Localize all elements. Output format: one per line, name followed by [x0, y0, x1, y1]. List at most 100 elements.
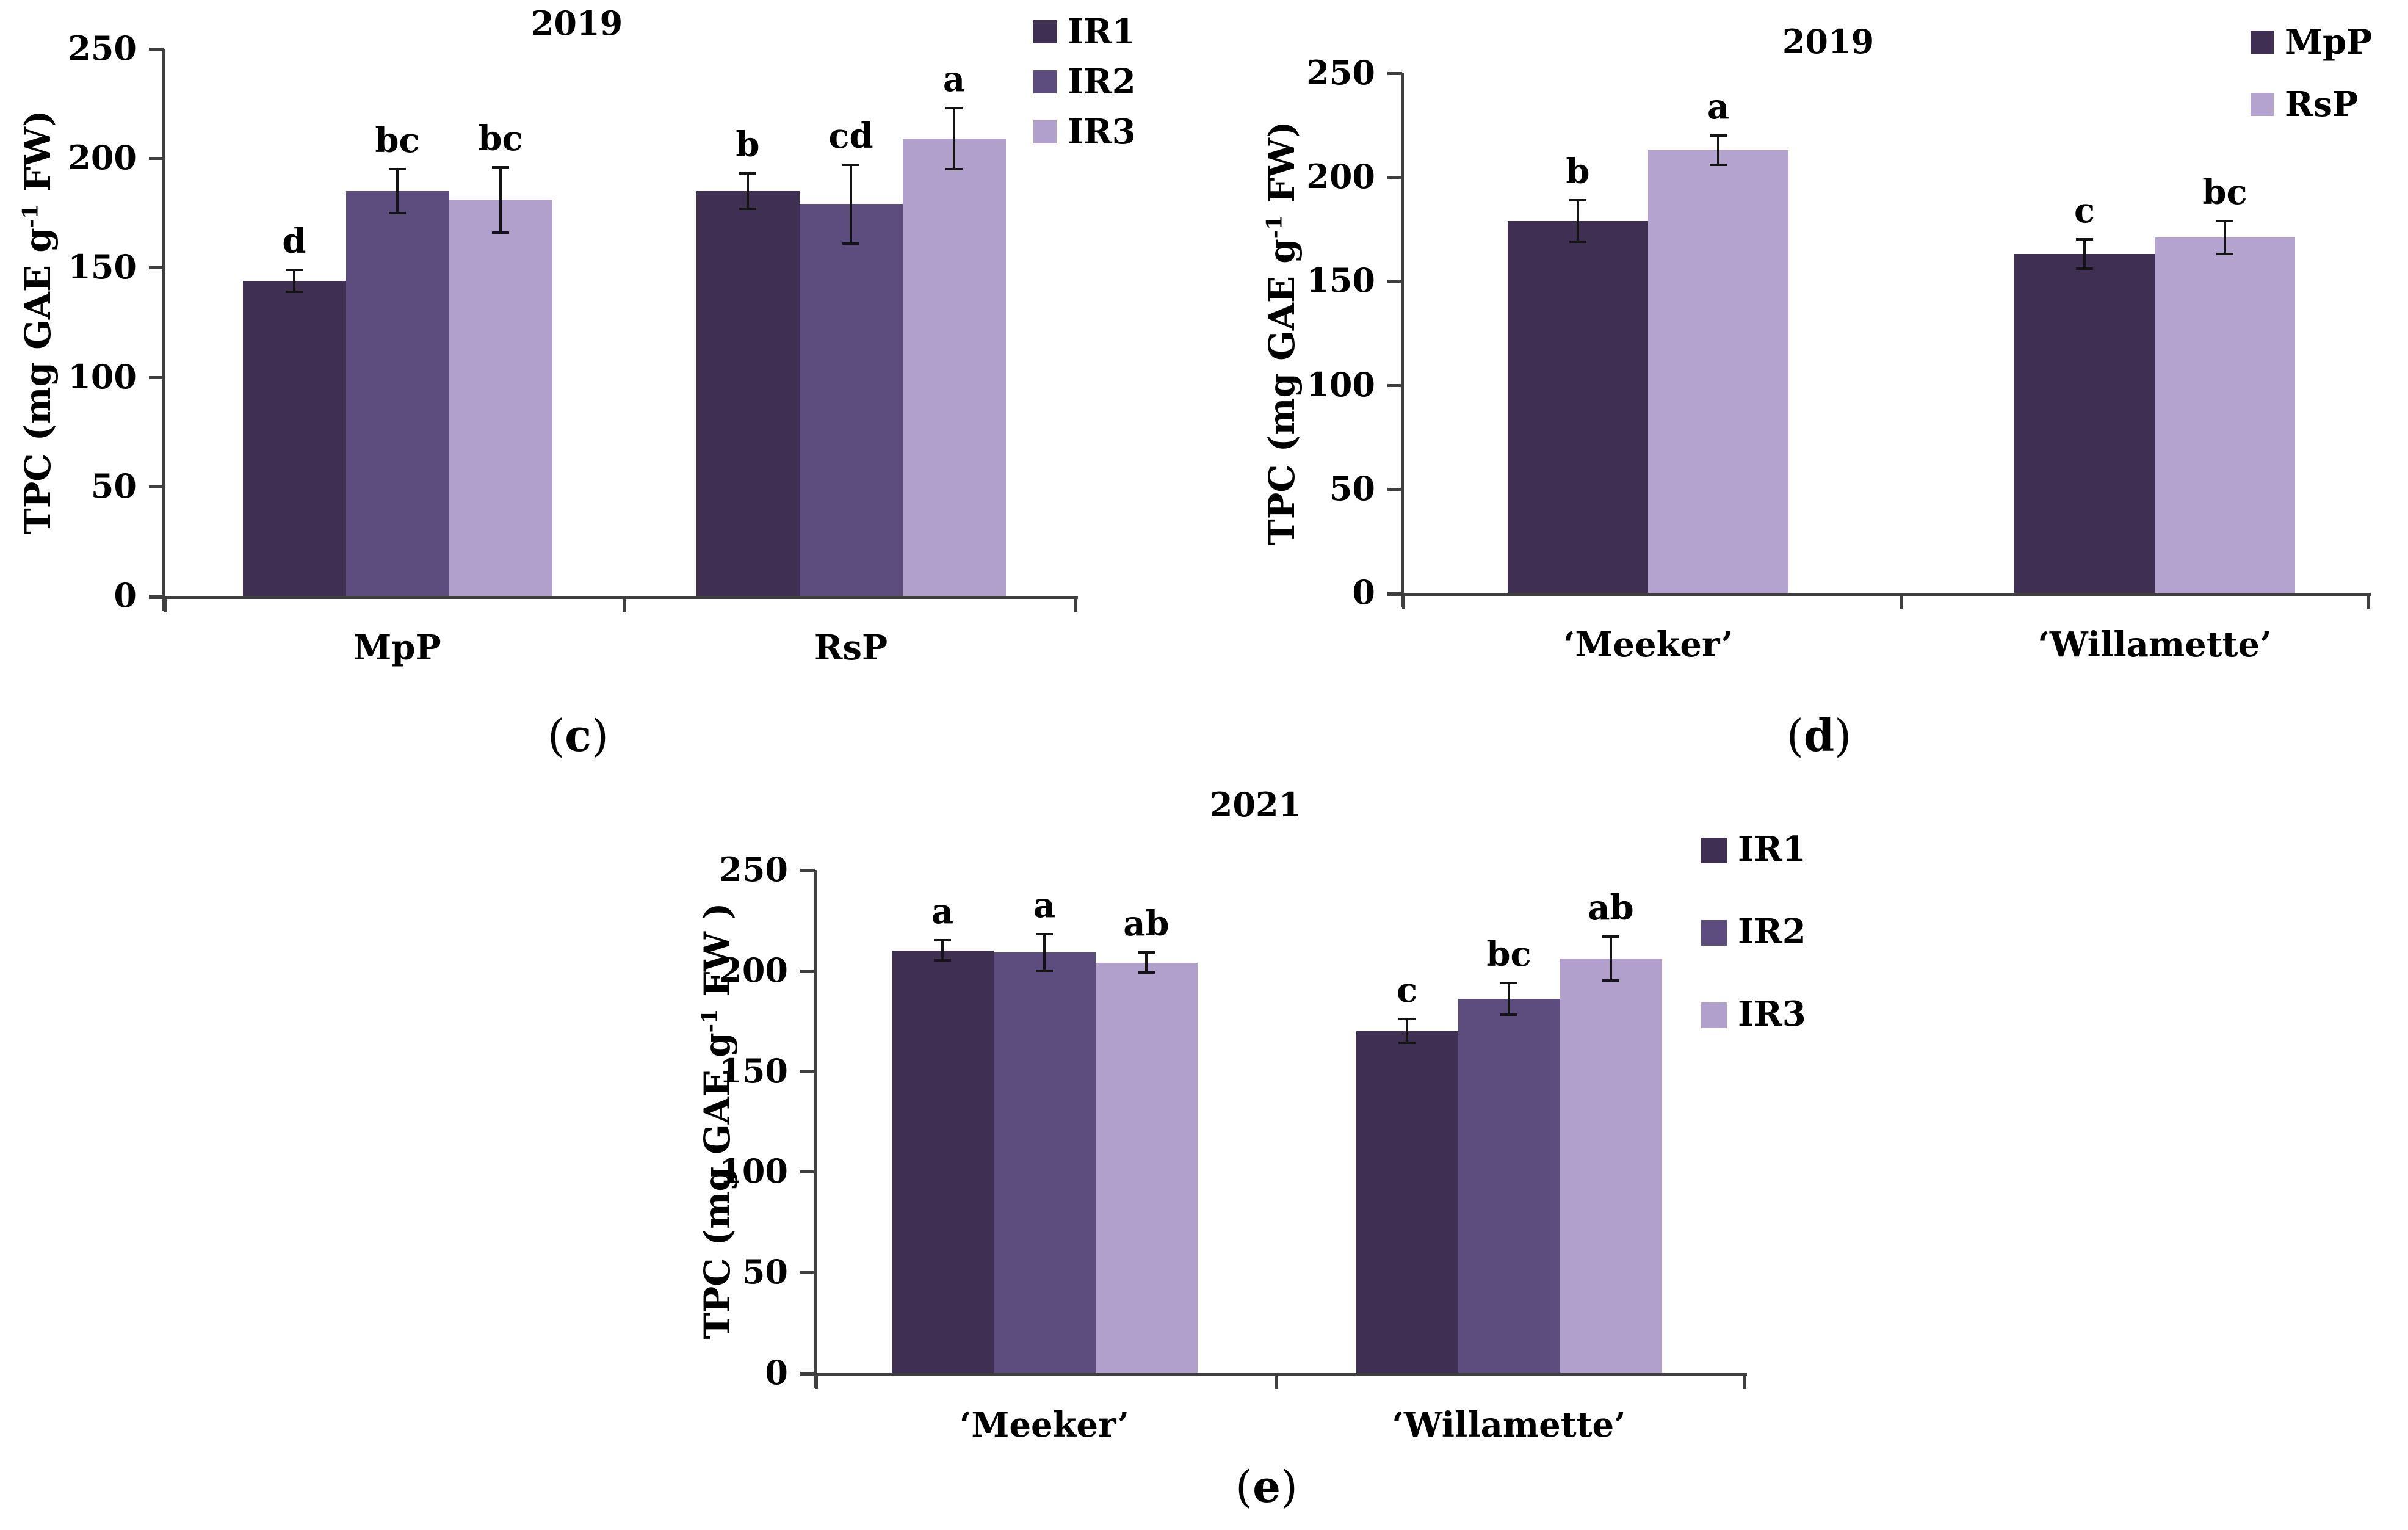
chart-c-category-label-2: RsP: [814, 628, 888, 668]
chart-c-y-tick-label: 250: [68, 29, 137, 68]
chart-d-x-tick: [2367, 593, 2370, 609]
chart-d-title: 2019: [1782, 22, 1875, 61]
chart-c-y-tick: [149, 266, 164, 270]
errorbar-cap-bottom-c-IR3-2: [945, 168, 963, 171]
chart-e-y-tick-label: 150: [719, 1051, 788, 1090]
chart-d-x-tick: [1900, 593, 1903, 609]
significance-letter-d-MpP-2: c: [2074, 190, 2095, 231]
errorbar-cap-top-c-IR3-1: [492, 165, 509, 169]
chart-e-x-tick: [1743, 1373, 1746, 1389]
chart-d-y-tick-label: 50: [1329, 468, 1375, 508]
legend-swatch-d-RsP: [2251, 93, 2274, 116]
chart-c-x-axis-line: [149, 596, 1078, 599]
legend-swatch-e-IR3: [1701, 1002, 1727, 1028]
chart-d-x-tick: [1402, 593, 1405, 609]
chart-e-caption: (e): [1235, 1460, 1298, 1512]
bar-d-MpP-1: [1508, 220, 1648, 593]
errorbar-cap-bottom-e-IR2-1: [1036, 969, 1053, 972]
significance-letter-c-IR2-1: bc: [375, 120, 420, 161]
significance-letter-e-IR1-2: c: [1396, 970, 1418, 1010]
chart-c-category-label-1: MpP: [353, 628, 441, 668]
significance-letter-e-IR2-2: bc: [1486, 934, 1531, 974]
errorbar-cap-bottom-c-IR2-1: [389, 211, 406, 214]
chart-c-y-tick-label: 200: [68, 138, 137, 178]
errorbar-cap-top-e-IR3-2: [1602, 935, 1619, 938]
errorbar-cap-top-d-RsP-1: [1710, 134, 1727, 137]
bar-e-IR3-2: [1560, 959, 1662, 1373]
caption-open-paren: (: [547, 710, 565, 761]
chart-e-category-label-2: ‘Willamette’: [1392, 1405, 1626, 1445]
chart-e-caption-letter: e: [1253, 1460, 1281, 1512]
errorbar-c-IR3-2: [953, 107, 955, 170]
bar-c-IR1-1: [242, 280, 346, 596]
errorbar-c-IR1-1: [293, 269, 295, 292]
significance-letter-e-IR2-1: a: [1033, 885, 1056, 926]
chart-c-y-tick-label: 50: [90, 466, 137, 506]
chart-c-y-tick: [149, 485, 164, 488]
chart-e-y-tick-label: 200: [719, 950, 788, 990]
errorbar-cap-top-c-IR1-1: [286, 268, 303, 271]
chart-e-x-axis-line: [800, 1373, 1747, 1376]
caption-close-paren: ): [1834, 710, 1852, 761]
chart-c-y-tick: [149, 595, 164, 598]
errorbar-cap-top-e-IR1-2: [1398, 1017, 1416, 1020]
bar-c-IR2-2: [799, 204, 903, 596]
chart-e-x-tick: [1275, 1373, 1278, 1389]
bar-e-IR2-1: [993, 952, 1096, 1373]
bar-e-IR2-2: [1458, 998, 1560, 1373]
legend-swatch-c-IR3: [1033, 120, 1057, 143]
legend-label-d-RsP: RsP: [2285, 84, 2359, 125]
errorbar-c-IR3-1: [499, 167, 502, 233]
bar-e-IR1-2: [1356, 1031, 1458, 1373]
errorbar-cap-top-e-IR2-2: [1500, 981, 1517, 984]
errorbar-c-IR2-2: [850, 164, 852, 244]
chart-c-x-tick: [164, 596, 167, 612]
bar-d-MpP-2: [2014, 254, 2155, 593]
errorbar-d-RsP-2: [2224, 220, 2226, 255]
bar-e-IR3-1: [1095, 962, 1198, 1373]
errorbar-cap-top-c-IR3-2: [945, 106, 963, 109]
errorbar-d-MpP-1: [1577, 200, 1579, 242]
bar-c-IR3-1: [449, 200, 552, 596]
errorbar-cap-bottom-e-IR3-2: [1602, 979, 1619, 982]
errorbar-cap-top-d-MpP-1: [1569, 198, 1586, 201]
errorbar-cap-top-e-IR3-1: [1138, 951, 1155, 954]
legend-label-d-MpP: MpP: [2285, 22, 2373, 62]
errorbar-e-IR3-2: [1610, 936, 1612, 981]
chart-d-y-tick: [1387, 280, 1402, 283]
errorbar-e-IR1-1: [941, 940, 944, 961]
legend-swatch-e-IR2: [1701, 920, 1727, 946]
legend-label-c-IR2: IR2: [1068, 62, 1136, 102]
chart-c-y-axis-line: [162, 49, 165, 611]
errorbar-cap-bottom-d-MpP-2: [2076, 267, 2093, 270]
chart-d-y-tick: [1387, 592, 1402, 595]
caption-close-paren: ): [591, 710, 609, 761]
chart-d-caption-letter: d: [1803, 709, 1835, 761]
errorbar-cap-bottom-e-IR1-2: [1398, 1042, 1416, 1045]
chart-c-x-tick: [1074, 596, 1077, 612]
chart-d-y-tick: [1387, 72, 1402, 75]
chart-e-y-axis-line: [814, 870, 817, 1388]
legend-label-e-IR2: IR2: [1738, 912, 1806, 952]
chart-d-x-axis-line: [1387, 593, 2371, 596]
errorbar-cap-bottom-e-IR2-2: [1500, 1013, 1517, 1017]
significance-letter-d-MpP-1: b: [1566, 151, 1590, 192]
errorbar-cap-bottom-c-IR2-2: [842, 242, 859, 245]
chart-e-y-tick: [800, 969, 815, 973]
errorbar-e-IR2-2: [1508, 982, 1510, 1015]
bar-d-RsP-1: [1648, 150, 1788, 593]
legend-label-e-IR1: IR1: [1738, 829, 1806, 869]
chart-c-y-tick: [149, 157, 164, 161]
chart-e-title: 2021: [1209, 785, 1302, 824]
chart-d-category-label-2: ‘Willamette’: [2037, 625, 2272, 665]
chart-d-y-tick-label: 150: [1306, 261, 1375, 300]
errorbar-cap-bottom-e-IR3-1: [1138, 971, 1155, 974]
errorbar-cap-top-e-IR1-1: [934, 939, 951, 942]
chart-e-y-tick-label: 250: [719, 850, 788, 889]
bar-e-IR1-1: [891, 950, 994, 1373]
chart-d-y-tick-label: 100: [1306, 364, 1375, 404]
errorbar-cap-top-e-IR2-1: [1036, 933, 1053, 936]
bar-c-IR3-2: [902, 138, 1006, 596]
significance-letter-d-RsP-2: bc: [2202, 172, 2247, 212]
